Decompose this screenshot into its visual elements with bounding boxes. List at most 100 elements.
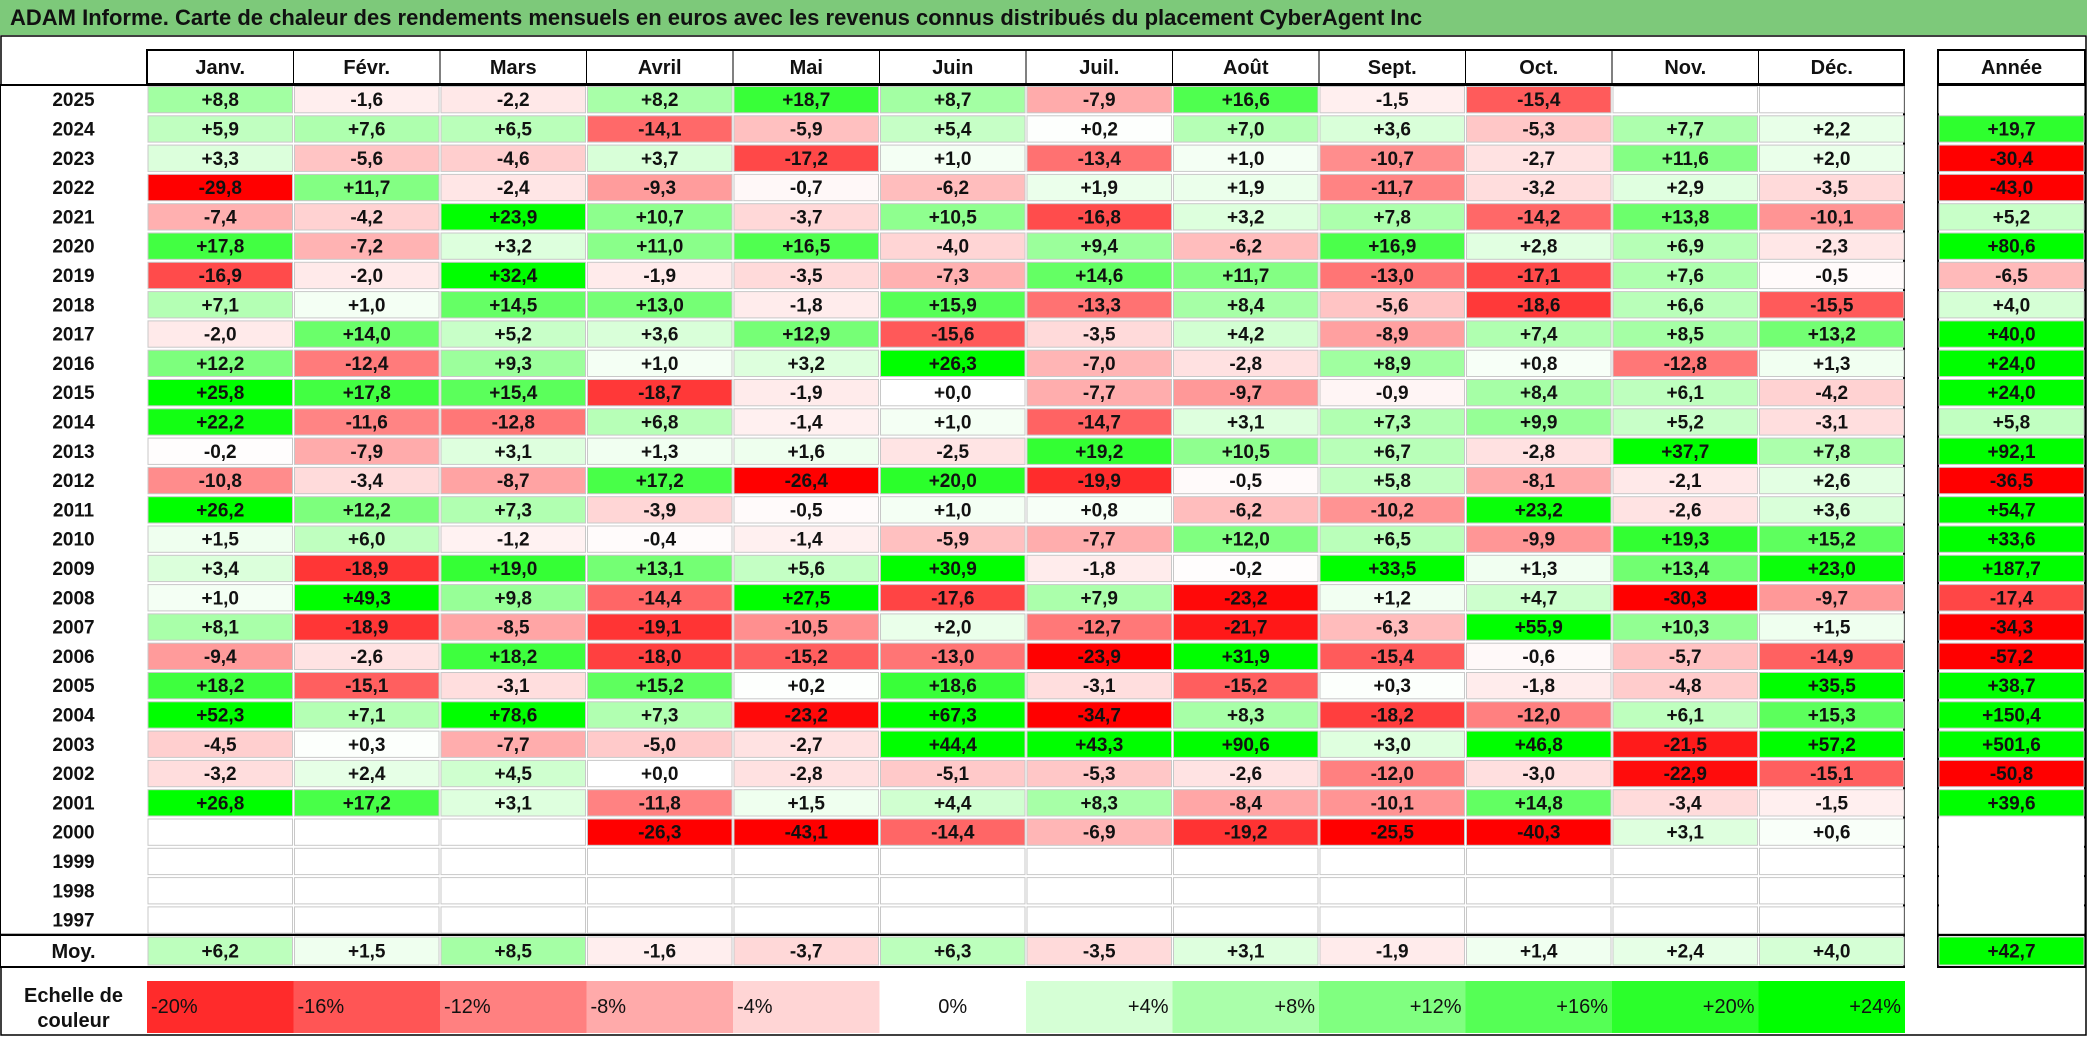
cell-value: +3,6 xyxy=(1813,500,1851,521)
heatmap-cell xyxy=(1612,437,1758,465)
heatmap-cell xyxy=(1612,408,1758,436)
heatmap-cell xyxy=(1026,584,1172,612)
heatmap-cell xyxy=(880,584,1026,612)
heatmap-cell xyxy=(1026,818,1172,846)
heatmap-cell xyxy=(880,877,1026,905)
cell-value: +13,2 xyxy=(1808,325,1856,346)
cell-value: +3,1 xyxy=(494,793,532,814)
heatmap-cell xyxy=(1759,818,1905,846)
heatmap-cell xyxy=(147,86,293,114)
cell-value: -26,4 xyxy=(785,471,829,492)
cell-value: +12,0 xyxy=(1222,530,1270,551)
cell-value: -15,5 xyxy=(1810,295,1854,316)
cell-value: -0,6 xyxy=(1522,647,1555,668)
heatmap-cell xyxy=(880,232,1026,260)
heatmap-cell xyxy=(1612,672,1758,700)
heatmap-cell xyxy=(294,906,440,934)
heatmap-cell xyxy=(733,672,879,700)
month-header: Sept. xyxy=(1368,57,1417,79)
scale-step-label: 0% xyxy=(938,996,967,1018)
heatmap-cell xyxy=(1173,525,1319,553)
cell-value: +15,9 xyxy=(929,295,977,316)
cell-value: -5,3 xyxy=(1522,119,1555,140)
heatmap-cell xyxy=(1759,789,1905,817)
cell-value: -2,8 xyxy=(1229,354,1262,375)
heatmap-cell xyxy=(1466,554,1612,583)
heatmap-cell xyxy=(1319,877,1465,905)
cell-value: +8,4 xyxy=(1520,383,1558,404)
heatmap-cell xyxy=(880,730,1026,758)
cell-value: +7,3 xyxy=(1373,412,1411,433)
cell-value: -15,4 xyxy=(1371,647,1415,668)
heatmap-cell xyxy=(1612,203,1758,231)
heatmap-cell xyxy=(1319,730,1465,758)
cell-value: -23,2 xyxy=(1224,588,1267,609)
heatmap-cell xyxy=(147,701,293,729)
heatmap-cell xyxy=(1319,291,1465,319)
cell-value: -0,9 xyxy=(1376,383,1409,404)
cell-value: -4,2 xyxy=(350,207,383,228)
cell-value: +3,7 xyxy=(641,149,679,170)
year-label: 2002 xyxy=(52,764,94,785)
heatmap-cell xyxy=(733,789,879,817)
cell-value: -14,4 xyxy=(638,588,682,609)
cell-value: -9,3 xyxy=(643,178,676,199)
cell-value: -12,0 xyxy=(1371,764,1414,785)
cell-value: -8,1 xyxy=(1522,471,1555,492)
heatmap-cell xyxy=(880,86,1026,114)
heatmap-cell xyxy=(1026,320,1172,348)
scale-swatch xyxy=(440,981,587,1033)
annual-value: +501,6 xyxy=(1982,735,2041,756)
cell-value: -2,6 xyxy=(1669,500,1702,521)
heatmap-cell xyxy=(1466,877,1612,905)
heatmap-cell xyxy=(147,584,293,612)
year-label: 2008 xyxy=(52,588,94,609)
cell-value: +4,5 xyxy=(494,764,532,785)
cell-value: +3,6 xyxy=(1373,119,1411,140)
month-header: Juin xyxy=(932,57,973,79)
cell-value: -19,1 xyxy=(638,618,682,639)
cell-value: -14,1 xyxy=(638,119,682,140)
heatmap-cell xyxy=(733,847,879,876)
heatmap-cell xyxy=(733,115,879,143)
heatmap-cell xyxy=(1466,789,1612,817)
heatmap-cell xyxy=(733,232,879,260)
year-label: 2004 xyxy=(52,705,95,726)
cell-value: -1,5 xyxy=(1815,793,1848,814)
annual-value: -6,5 xyxy=(1995,266,2028,287)
heatmap-cell xyxy=(1319,672,1465,700)
cell-value: +4,2 xyxy=(1227,325,1265,346)
cell-value: +33,5 xyxy=(1368,559,1417,580)
heatmap-cell xyxy=(147,877,293,905)
cell-value: -14,4 xyxy=(931,823,975,844)
month-header: Mars xyxy=(490,57,537,79)
cell-value: +3,2 xyxy=(494,237,532,258)
cell-value: +16,6 xyxy=(1222,90,1270,111)
cell-value: -17,2 xyxy=(785,149,828,170)
cell-value: -3,2 xyxy=(1522,178,1555,199)
heatmap-cell xyxy=(1612,291,1758,319)
heatmap-cell xyxy=(440,672,586,700)
heatmap-cell xyxy=(1173,203,1319,231)
year-label: 2007 xyxy=(52,618,94,639)
cell-value: +1,0 xyxy=(934,500,972,521)
year-label: 2022 xyxy=(52,178,94,199)
cell-value: -3,5 xyxy=(1083,325,1116,346)
heatmap-cell xyxy=(1319,466,1465,495)
scale-swatch xyxy=(1026,981,1173,1033)
cell-value: -9,7 xyxy=(1815,588,1848,609)
cell-value: +7,3 xyxy=(641,705,679,726)
cell-value: +26,3 xyxy=(929,354,977,375)
heatmap-cell xyxy=(294,437,440,465)
cell-value: +10,5 xyxy=(1222,442,1271,463)
cell-value: -12,7 xyxy=(1078,618,1121,639)
heatmap-cell xyxy=(1173,232,1319,260)
annual-value: -30,4 xyxy=(1990,149,2034,170)
cell-value: -19,9 xyxy=(1078,471,1121,492)
scale-swatch xyxy=(147,981,294,1033)
month-header: Août xyxy=(1223,57,1269,79)
cell-value: +3,1 xyxy=(1227,412,1265,433)
heatmap-cell xyxy=(440,496,586,524)
cell-value: +1,5 xyxy=(201,530,239,551)
heatmap-cell xyxy=(294,144,440,172)
